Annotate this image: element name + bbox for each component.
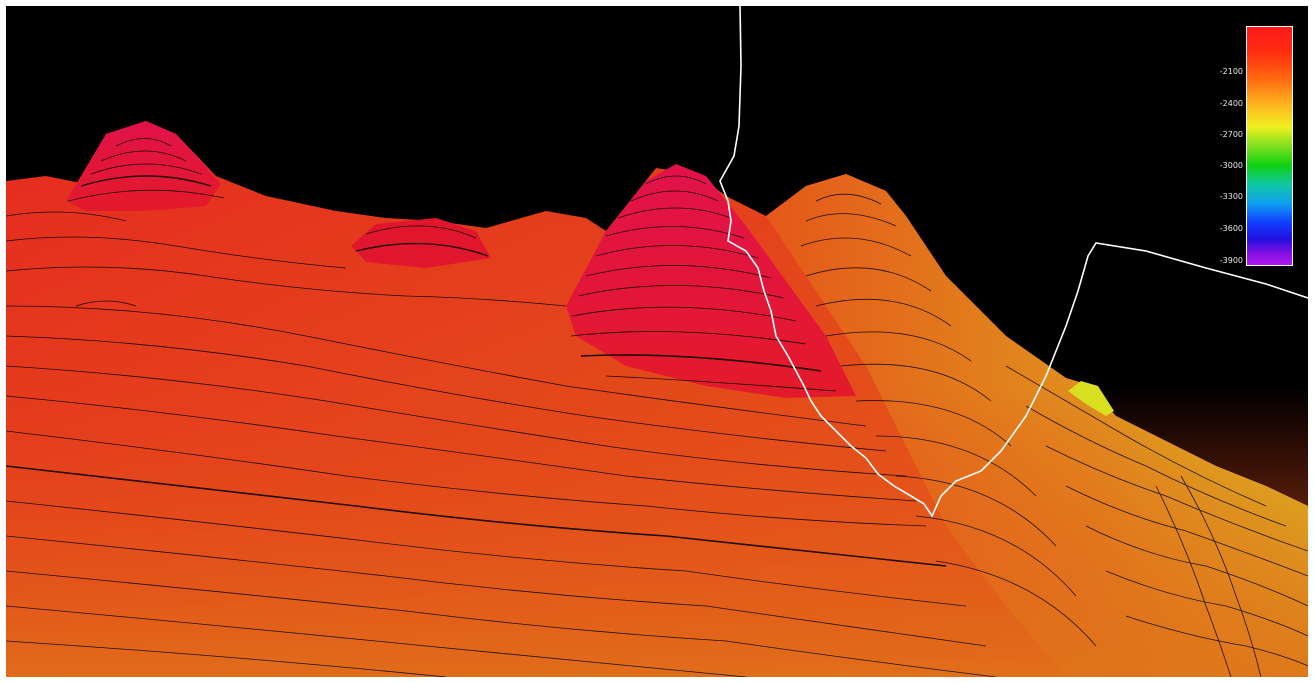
contour-lines [6, 138, 1308, 677]
left-peak [66, 121, 221, 211]
legend-tick: -3600 [1219, 224, 1243, 233]
legend-tick: -2400 [1219, 99, 1243, 108]
main-peak [566, 164, 856, 398]
legend-tick: -3000 [1219, 161, 1243, 170]
depth-legend: -2100 -2400 -2700 -3000 -3300 -3600 -390… [1215, 26, 1305, 270]
legend-tick: -2700 [1219, 130, 1243, 139]
legend-tick: -3900 [1219, 256, 1243, 265]
terrain-3d-view[interactable] [6, 6, 1308, 677]
terrain-viewport[interactable]: -2100 -2400 -2700 -3000 -3300 -3600 -390… [6, 6, 1308, 677]
color-scale-bar [1246, 26, 1293, 266]
survey-track [719, 6, 1308, 518]
legend-tick: -2100 [1219, 67, 1243, 76]
legend-tick: -3300 [1219, 192, 1243, 201]
yellow-knoll [1068, 381, 1114, 416]
